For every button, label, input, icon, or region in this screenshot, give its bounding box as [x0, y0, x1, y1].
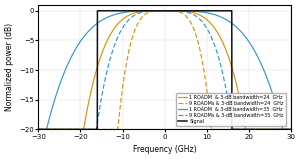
9 ROADMs & 3-dB bandwidth=35  GHz [38, 128, 41, 130]
X-axis label: Frequency (GHz): Frequency (GHz) [133, 145, 196, 154]
1 ROADM  & 3-dB bandwidth=35  GHz [47, 119, 51, 121]
9 ROADMs & 3-dB bandwidth=24  GHz [275, 128, 279, 130]
Legend: 1 ROADM  & 3-dB bandwidth=24  GHz, 9 ROADMs & 3-dB bandwidth=24  GHz, 1 ROADM  &: 1 ROADM & 3-dB bandwidth=24 GHz, 9 ROADM… [176, 93, 286, 126]
1 ROADM  & 3-dB bandwidth=35  GHz [163, 10, 166, 12]
1 ROADM  & 3-dB bandwidth=24  GHz [52, 128, 55, 130]
9 ROADMs & 3-dB bandwidth=24  GHz [163, 10, 166, 12]
9 ROADMs & 3-dB bandwidth=24  GHz [37, 128, 40, 130]
9 ROADMs & 3-dB bandwidth=35  GHz [47, 128, 51, 130]
1 ROADM  & 3-dB bandwidth=35  GHz [38, 128, 41, 130]
1 ROADM  & 3-dB bandwidth=24  GHz [47, 128, 51, 130]
9 ROADMs & 3-dB bandwidth=35  GHz [163, 10, 166, 12]
1 ROADM  & 3-dB bandwidth=24  GHz [38, 128, 41, 130]
Line: Signal: Signal [38, 11, 291, 129]
1 ROADM  & 3-dB bandwidth=24  GHz [163, 10, 166, 12]
1 ROADM  & 3-dB bandwidth=35  GHz [86, 31, 90, 33]
Signal [289, 128, 292, 130]
Signal [47, 128, 51, 130]
1 ROADM  & 3-dB bandwidth=35  GHz [289, 128, 292, 130]
Line: 1 ROADM  & 3-dB bandwidth=24  GHz: 1 ROADM & 3-dB bandwidth=24 GHz [38, 11, 291, 129]
9 ROADMs & 3-dB bandwidth=35  GHz [86, 128, 90, 130]
1 ROADM  & 3-dB bandwidth=35  GHz [275, 108, 279, 110]
1 ROADM  & 3-dB bandwidth=24  GHz [275, 128, 279, 130]
Signal [38, 128, 41, 130]
9 ROADMs & 3-dB bandwidth=35  GHz [275, 128, 279, 130]
9 ROADMs & 3-dB bandwidth=24  GHz [289, 128, 292, 130]
1 ROADM  & 3-dB bandwidth=24  GHz [37, 128, 40, 130]
9 ROADMs & 3-dB bandwidth=35  GHz [160, 10, 164, 12]
1 ROADM  & 3-dB bandwidth=24  GHz [86, 105, 90, 107]
1 ROADM  & 3-dB bandwidth=35  GHz [37, 128, 40, 130]
9 ROADMs & 3-dB bandwidth=24  GHz [160, 10, 164, 12]
Signal [86, 128, 90, 130]
Line: 1 ROADM  & 3-dB bandwidth=35  GHz: 1 ROADM & 3-dB bandwidth=35 GHz [38, 11, 291, 129]
Signal [160, 10, 164, 12]
1 ROADM  & 3-dB bandwidth=24  GHz [289, 128, 292, 130]
Signal [275, 128, 279, 130]
Signal [37, 128, 40, 130]
1 ROADM  & 3-dB bandwidth=24  GHz [160, 10, 164, 12]
1 ROADM  & 3-dB bandwidth=35  GHz [160, 10, 164, 12]
Signal [95, 10, 99, 12]
Line: 9 ROADMs & 3-dB bandwidth=24  GHz: 9 ROADMs & 3-dB bandwidth=24 GHz [38, 11, 291, 129]
1 ROADM  & 3-dB bandwidth=35  GHz [52, 102, 55, 104]
9 ROADMs & 3-dB bandwidth=24  GHz [52, 128, 55, 130]
Signal [52, 128, 55, 130]
9 ROADMs & 3-dB bandwidth=35  GHz [37, 128, 40, 130]
9 ROADMs & 3-dB bandwidth=35  GHz [52, 128, 55, 130]
9 ROADMs & 3-dB bandwidth=24  GHz [38, 128, 41, 130]
9 ROADMs & 3-dB bandwidth=24  GHz [47, 128, 51, 130]
9 ROADMs & 3-dB bandwidth=24  GHz [86, 128, 90, 130]
Y-axis label: Normalized power (dB): Normalized power (dB) [5, 23, 14, 111]
9 ROADMs & 3-dB bandwidth=35  GHz [289, 128, 292, 130]
Line: 9 ROADMs & 3-dB bandwidth=35  GHz: 9 ROADMs & 3-dB bandwidth=35 GHz [38, 11, 291, 129]
